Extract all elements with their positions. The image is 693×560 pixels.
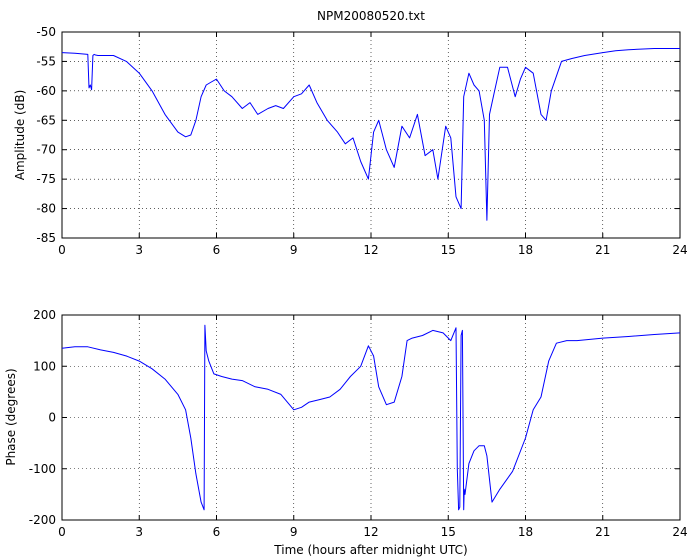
- amplitude-series: [61, 48, 680, 221]
- phase-x-tick-label: 15: [441, 525, 456, 539]
- amplitude-x-tick-label: 0: [58, 243, 66, 257]
- phase-y-axis-label: Phase (degrees): [4, 368, 18, 465]
- phase-x-tick-label: 9: [290, 525, 298, 539]
- phase-x-tick-label: 0: [58, 525, 66, 539]
- amplitude-y-tick-label: -85: [36, 231, 56, 245]
- phase-y-tick-label: 0: [48, 411, 56, 425]
- phase-x-tick-label: 18: [518, 525, 533, 539]
- amplitude-x-tick-label: 15: [441, 243, 456, 257]
- amplitude-x-tick-label: 21: [595, 243, 610, 257]
- phase-y-tick-label: 200: [33, 308, 56, 322]
- amplitude-y-axis-label: Amplitude (dB): [13, 90, 27, 181]
- amplitude-y-tick-label: -55: [36, 54, 56, 68]
- amplitude-y-tick-label: -50: [36, 25, 56, 39]
- amplitude-series-line: [61, 48, 680, 221]
- amplitude-x-tick-label: 3: [135, 243, 143, 257]
- phase-tick-labels: 0 3 6 9 12 15 18 21 24 -200 -100 0 100 200: [29, 308, 688, 539]
- amplitude-x-tick-label: 18: [518, 243, 533, 257]
- amplitude-x-tick-label: 9: [290, 243, 298, 257]
- phase-x-tick-label: 3: [135, 525, 143, 539]
- phase-grid: [61, 314, 681, 521]
- chart-title: NPM20080520.txt: [317, 9, 425, 23]
- phase-y-tick-label: 100: [33, 359, 56, 373]
- phase-series-line: [61, 324, 681, 511]
- phase-x-tick-label: 24: [672, 525, 687, 539]
- amplitude-plot-frame: [61, 31, 681, 239]
- phase-y-tick-label: -200: [29, 513, 56, 527]
- amplitude-y-tick-label: -70: [36, 143, 56, 157]
- amplitude-y-tick-label: -65: [36, 113, 56, 127]
- amplitude-y-tick-label: -75: [36, 172, 56, 186]
- phase-x-tick-label: 12: [363, 525, 378, 539]
- amplitude-tick-labels: 0 3 6 9 12 15 18 21 24 -85 -80 -75 -70 -65 -60 -55 -50: [36, 25, 687, 257]
- phase-panel: 0 3 6 9 12 15 18 21 24 -200 -100 0 100 200 Phase (deg…: [4, 308, 688, 557]
- amplitude-y-tick-label: -60: [36, 84, 56, 98]
- x-axis-label: Time (hours after midnight UTC): [273, 543, 467, 557]
- phase-series: [61, 324, 681, 511]
- phase-x-tick-label: 21: [595, 525, 610, 539]
- amplitude-x-tick-label: 6: [213, 243, 221, 257]
- amplitude-y-tick-label: -80: [36, 202, 56, 216]
- phase-x-tick-label: 6: [213, 525, 221, 539]
- phase-y-tick-label: -100: [29, 462, 56, 476]
- amplitude-grid: [61, 31, 681, 239]
- amplitude-x-tick-label: 12: [363, 243, 378, 257]
- amplitude-x-tick-label: 24: [672, 243, 687, 257]
- amplitude-panel: NPM20080520.txt 0 3 6 9 12 15 18 21 24 -85 -80 -75 -…: [13, 9, 688, 257]
